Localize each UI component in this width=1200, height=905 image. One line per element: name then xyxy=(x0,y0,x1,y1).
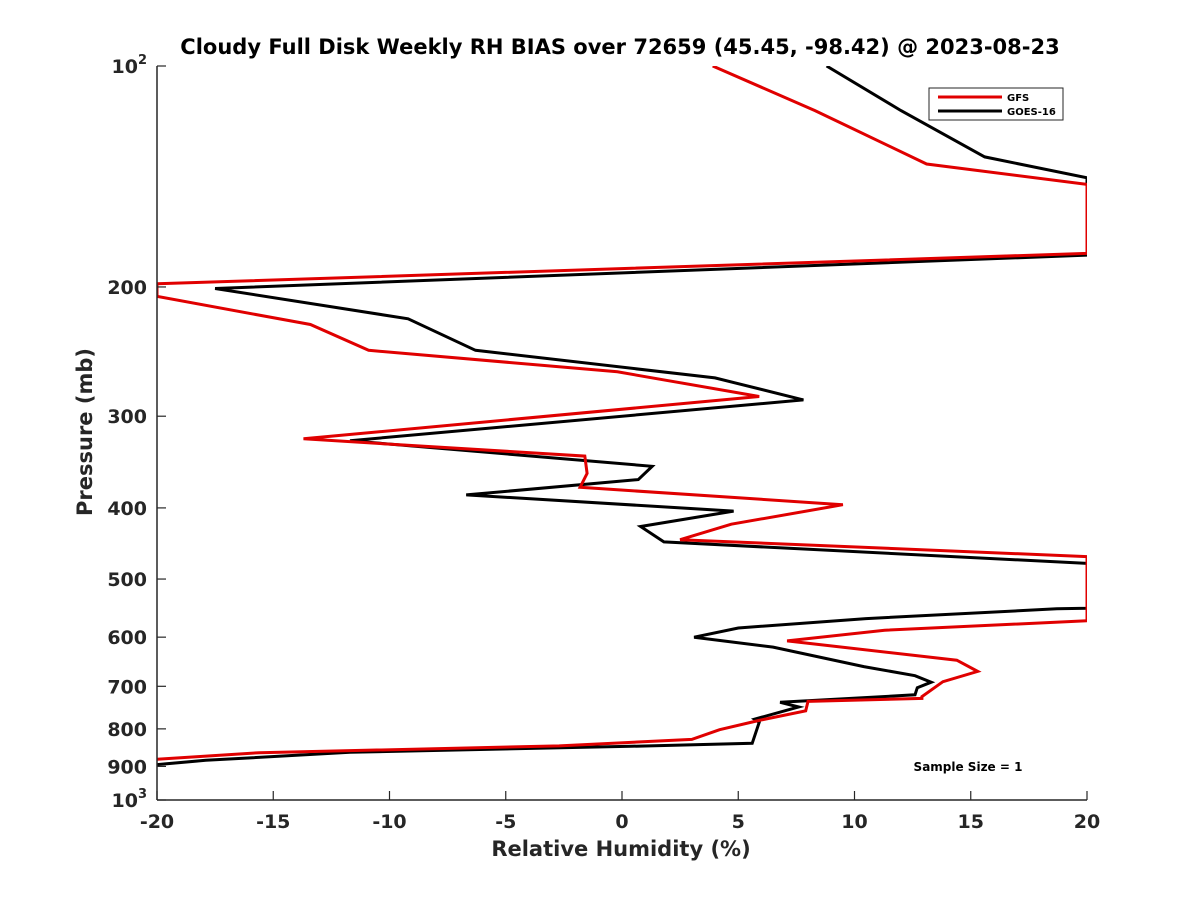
x-tick-label: -20 xyxy=(140,811,174,833)
y-axis-label: Pressure (mb) xyxy=(73,348,97,516)
sample-size-annotation: Sample Size = 1 xyxy=(914,760,1023,774)
x-axis-label: Relative Humidity (%) xyxy=(491,837,750,861)
series-line-gfs xyxy=(157,66,1087,761)
x-tick-label: 20 xyxy=(1074,811,1100,833)
y-tick-label: 300 xyxy=(107,406,147,428)
series-line-goes-16 xyxy=(157,66,1087,767)
x-tick-label: -5 xyxy=(495,811,516,833)
y-tick-label: 600 xyxy=(107,627,147,649)
legend-box xyxy=(928,87,1064,121)
x-tick-label: 10 xyxy=(841,811,867,833)
y-tick-label: 103 xyxy=(112,787,148,812)
x-tick-label: 0 xyxy=(615,811,628,833)
legend-label: GOES-16 xyxy=(1007,107,1056,118)
y-tick-label: 102 xyxy=(112,53,148,78)
y-tick-label: 900 xyxy=(107,756,147,778)
y-tick-label: 400 xyxy=(107,498,147,520)
plot-area xyxy=(157,66,1087,767)
y-tick-label: 500 xyxy=(107,569,147,591)
legend: GFS GOES-16 xyxy=(928,87,1064,121)
y-tick-label: 200 xyxy=(107,277,147,299)
x-tick-label: 5 xyxy=(732,811,745,833)
y-tick-label: 800 xyxy=(107,719,147,741)
x-tick-label: 15 xyxy=(958,811,984,833)
x-tick-label: -10 xyxy=(372,811,406,833)
legend-label: GFS xyxy=(1007,93,1029,104)
y-tick-label: 700 xyxy=(107,676,147,698)
x-tick-label: -15 xyxy=(256,811,290,833)
chart-title: Cloudy Full Disk Weekly RH BIAS over 726… xyxy=(180,35,1059,59)
axes: -20 -15 -10 -5 0 5 10 15 20 102 200 300 400 500 600 700… xyxy=(107,53,1100,833)
